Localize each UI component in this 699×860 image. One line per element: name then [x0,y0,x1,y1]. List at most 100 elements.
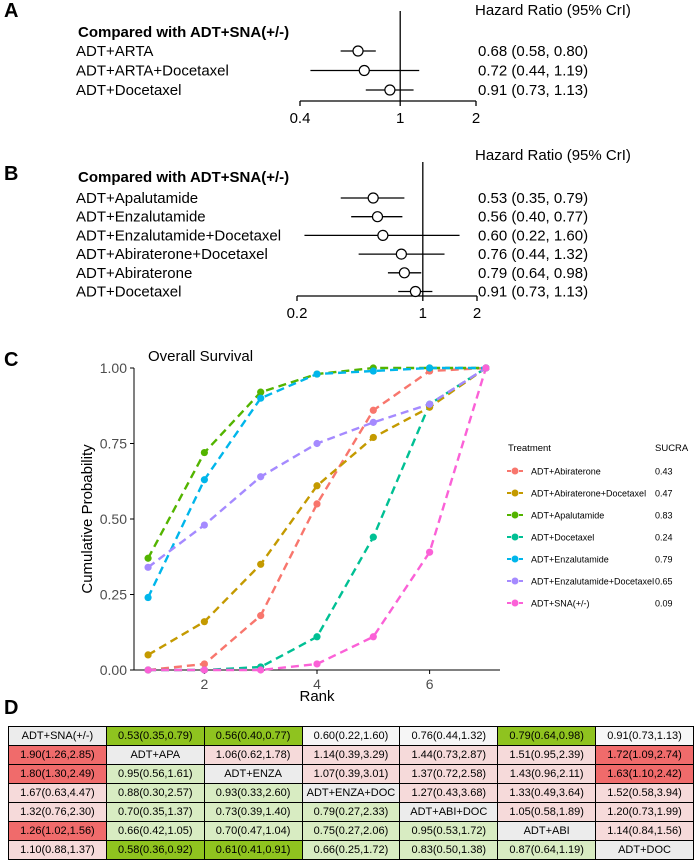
data-point [313,660,321,668]
row-label: ADT+Docetaxel [76,82,181,99]
league-cell: 1.10(0.88,1.37) [8,840,107,860]
league-diagonal-cell: ADT+ENZA [203,764,303,784]
league-cell: 1.14(0.39,3.29) [301,745,401,765]
panel-a-letter: A [4,0,19,22]
league-cell: 0.75(0.27,2.06) [301,821,401,841]
league-row: 1.90(1.26,2.85) ADT+APA 1.06(0.62,1.78) 1.1… [8,745,694,765]
league-cell: 0.66(0.42,1.05) [105,821,205,841]
hr-value: 0.53 (0.35, 0.79) [478,190,588,207]
row-label: ADT+Abiraterone+Docetaxel [76,246,268,263]
sucra-value: 0.65 [655,577,673,587]
league-cell: 1.32(0.76,2.30) [8,802,107,822]
x-tick-label: 6 [426,676,434,692]
data-point [257,666,265,674]
comparison-heading: Compared with ADT+SNA(+/-) [78,24,289,41]
league-cell: 1.26(1.02,1.56) [8,821,107,841]
data-point [257,473,265,481]
data-point [369,367,377,375]
league-cell: 0.83(0.50,1.38) [399,840,499,860]
data-point [313,370,321,378]
league-diagonal-cell: ADT+APA [105,745,205,765]
hr-point [367,192,379,204]
data-point [144,563,152,571]
league-row: 1.80(1.30,2.49) 0.95(0.56,1.61) ADT+ENZA 1.… [8,764,694,784]
league-cell: 0.60(0.22,1.60) [301,726,401,746]
legend-key-point [511,577,519,585]
league-cell: 0.53(0.35,0.79) [105,726,205,746]
league-cell: 0.70(0.35,1.37) [105,802,205,822]
hr-value: 0.60 (0.22, 1.60) [478,227,588,244]
league-cell: 0.87(0.64,1.19) [497,840,597,860]
league-table: ADT+SNA(+/-) 0.53(0.35,0.79) 0.56(0.40,0.7… [8,726,694,860]
panel-c-letter: C [4,349,19,371]
legend-key-point [511,467,519,475]
league-cell: 0.79(0.27,2.33) [301,802,401,822]
legend-label: ADT+Docetaxel [531,533,594,543]
league-cell: 1.33(0.49,3.64) [497,783,597,803]
data-point [313,482,321,490]
legend-label: ADT+Apalutamide [531,511,604,521]
legend-title: Treatment [508,443,551,454]
data-point [200,618,208,626]
hr-column-title: Hazard Ratio (95% CrI) [475,2,631,19]
legend-key-point [511,511,519,519]
league-cell: 1.06(0.62,1.78) [203,745,303,765]
hr-point [377,229,389,242]
legend-key-point [511,599,519,607]
sucra-value: 0.79 [655,555,673,565]
x-tick-label: 1 [396,110,404,127]
y-tick-label: 0.00 [100,662,127,678]
hr-point [395,248,407,260]
data-point [482,364,490,372]
hr-point [398,267,410,279]
row-label: ADT+Abiraterone [76,265,192,282]
data-point [144,554,152,562]
league-cell: 1.52(0.58,3.94) [595,783,694,803]
league-cell: 0.93(0.33,2.60) [203,783,303,803]
x-tick-label: 2 [473,305,481,322]
data-point [144,666,152,674]
row-label: ADT+Enzalutamide [76,209,206,226]
forest-plot-b: Hazard Ratio (95% CrI) Compared with ADT+… [76,147,631,322]
league-diagonal-cell: ADT+ENZA+DOC [301,783,401,803]
league-row: 1.67(0.63,4.47) 0.88(0.30,2.57) 0.93(0.33,… [8,783,694,803]
row-label: ADT+ARTA+Docetaxel [76,63,229,80]
data-point [369,433,377,442]
data-point [257,388,265,396]
x-tick-label: 1 [419,305,427,322]
league-cell: 1.67(0.63,4.47) [8,783,107,803]
league-row: 1.26(1.02,1.56) 0.66(0.42,1.05) 0.70(0.47,… [8,821,694,841]
y-tick-label: 1.00 [100,360,127,376]
league-cell: 0.58(0.36,0.92) [105,840,205,860]
panel-b-letter: B [4,163,19,185]
data-point [369,533,377,541]
hr-value: 0.91 (0.73, 1.13) [478,82,588,99]
forest-plot-a: Hazard Ratio (95% CrI) Compared with ADT+… [76,2,631,127]
data-point [313,500,321,508]
legend-key-point [511,489,519,497]
data-point [257,560,265,568]
hr-value: 0.76 (0.44, 1.32) [478,246,588,263]
x-tick-label: 0.2 [287,305,308,322]
row-label: ADT+Docetaxel [76,284,181,301]
y-tick-label: 0.50 [100,511,127,527]
data-point [257,612,265,620]
league-diagonal-cell: ADT+ABI [497,821,597,841]
league-cell: 0.76(0.44,1.32) [399,726,499,746]
data-point [426,400,434,408]
row-label: ADT+Enzalutamide+Docetaxel [76,227,281,244]
legend-label: ADT+Enzalutamide+Docetaxel [531,577,654,587]
data-point [200,448,208,457]
sucra-value: 0.83 [655,511,673,521]
league-cell: 1.72(1.09,2.74) [595,745,694,765]
league-diagonal-cell: ADT+ABI+DOC [399,802,499,822]
survival-chart: Overall Survival 0.00 0.25 0.50 0.75 1.00 2 4 6 R… [79,348,689,702]
legend-label: ADT+Abiraterone [531,467,601,477]
x-tick-label: 2 [200,676,208,692]
league-cell: 1.44(0.73,2.87) [399,745,499,765]
x-axis-label: Rank [299,688,335,702]
data-point [369,406,377,414]
data-point [200,521,208,529]
league-cell: 0.73(0.39,1.40) [203,802,303,822]
x-tick-label: 2 [472,110,480,127]
